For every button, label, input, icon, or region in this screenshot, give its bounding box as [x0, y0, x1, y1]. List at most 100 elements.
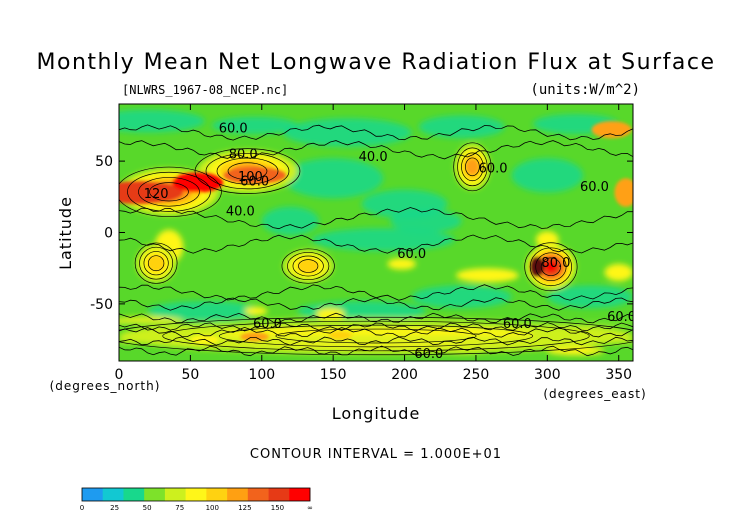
contour-line [139, 246, 174, 280]
contour-line [119, 166, 222, 217]
colorbar-tick-label: 125 [238, 504, 251, 512]
flux-maximum-region [171, 172, 224, 193]
x-tick-label: 50 [181, 367, 199, 383]
y-axis-title: Latitude [56, 196, 75, 270]
contour-label: 60.0 [414, 347, 443, 362]
x-tick-label: 350 [605, 367, 632, 383]
x-axis-title: Longitude [332, 404, 421, 423]
x-tick-label: 300 [534, 367, 561, 383]
y-unit-label: (degrees_north) [50, 379, 161, 393]
colorbar: 0 25 50 75 100 125 150 ∞ [80, 487, 313, 512]
contour-line [287, 252, 330, 281]
x-tick-label: 0 [115, 367, 124, 383]
x-tick-label: 100 [248, 367, 275, 383]
contour-line [216, 157, 279, 185]
contour-line [194, 148, 301, 194]
contour-line [298, 259, 319, 273]
contour-label: 100 [238, 170, 263, 185]
antarctic-band [119, 321, 633, 327]
contour-line [119, 326, 633, 338]
colorbar-tick-label: 0 [80, 504, 84, 512]
colorbar-tick-label: 50 [143, 504, 152, 512]
flux-maximum-region [147, 254, 166, 272]
y-axis: 50 0 -50 [90, 154, 633, 313]
flux-maximum-region [614, 178, 633, 207]
contour-line [529, 247, 572, 287]
moderate-flux-region [455, 268, 519, 283]
contour-label: 80.0 [229, 147, 258, 162]
flux-maximum-region [328, 331, 352, 340]
low-flux-region [411, 285, 512, 309]
contour-line [457, 147, 488, 187]
contour-line [119, 312, 633, 324]
colorbar-tick-label: 25 [110, 504, 119, 512]
contour-label: 60.0 [580, 180, 609, 195]
flux-maximum-region [466, 158, 479, 175]
low-flux-region [418, 115, 505, 139]
colorbar-frame [81, 487, 311, 502]
moderate-flux-region [604, 263, 633, 282]
contour-label: 60.0 [397, 247, 426, 262]
contour-label: 120 [144, 187, 169, 202]
contour-label: 80.0 [541, 256, 570, 271]
units-label: (units:W/m^2) [530, 82, 640, 98]
y-tick-label: 0 [104, 226, 113, 242]
contour-label: 60.0 [607, 310, 636, 325]
contour-line [134, 242, 178, 284]
contour-label: 60.0 [253, 317, 282, 332]
colorbar-swatch [102, 488, 124, 501]
colorbar-swatch [227, 488, 249, 501]
flux-maximum-region [119, 181, 184, 204]
contour-line [205, 152, 290, 190]
y-tick-label: -50 [90, 297, 113, 313]
low-flux-region [119, 109, 205, 133]
colorbar-tick-label: 100 [206, 504, 219, 512]
low-flux-region [547, 285, 633, 309]
flux-maximum-region [240, 332, 269, 342]
contour-line [143, 251, 169, 276]
contour-line [119, 140, 633, 160]
contour-label: 60.0 [240, 174, 269, 189]
contour-line [119, 322, 633, 332]
flux-maximum-region [297, 258, 320, 274]
contour-labels: 60.080.010060.040.012040.060.060.060.080… [144, 122, 636, 362]
antarctic-band [119, 335, 633, 344]
colorbar-swatch [82, 488, 104, 501]
moderate-flux-region [547, 346, 605, 356]
heatmap-field: 60.080.010060.040.012040.060.060.060.080… [119, 104, 636, 362]
y-tick-label: 50 [95, 154, 113, 170]
x-tick-label: 250 [463, 367, 490, 383]
contour-line [119, 336, 633, 346]
contour-line [119, 124, 633, 141]
contour-line [465, 157, 480, 177]
x-axis: 0 50 100 150 200 250 300 350 [115, 104, 632, 383]
contour-label: 40.0 [359, 150, 388, 165]
contour-label: 60.0 [503, 317, 532, 332]
x-tick-label: 150 [320, 367, 347, 383]
contour-line [535, 252, 567, 282]
contour-line [119, 345, 633, 357]
low-flux-region [283, 158, 384, 199]
contour-line [218, 324, 534, 348]
colorbar-swatch [123, 488, 145, 501]
moderate-flux-region [387, 258, 416, 270]
contour-line [453, 142, 492, 192]
low-flux-region [283, 118, 412, 147]
colorbar-swatch [206, 488, 228, 501]
contour-line [275, 328, 477, 344]
contour-line [524, 242, 578, 292]
colorbar-swatch [164, 488, 186, 501]
chart-title: Monthly Mean Net Longwave Radiation Flux… [37, 50, 716, 75]
contour-label: 60.0 [479, 162, 508, 177]
low-flux-region [261, 206, 319, 236]
contour-line [292, 255, 324, 277]
low-flux-region [211, 116, 298, 134]
low-flux-region [147, 301, 262, 322]
contour-line [119, 207, 633, 230]
contour-line [540, 257, 561, 277]
contour-lines [119, 124, 633, 357]
contour-line [149, 182, 189, 202]
contour-label: 40.0 [226, 204, 255, 219]
contour-line [119, 234, 633, 254]
colorbar-tick-label: ∞ [307, 504, 313, 512]
